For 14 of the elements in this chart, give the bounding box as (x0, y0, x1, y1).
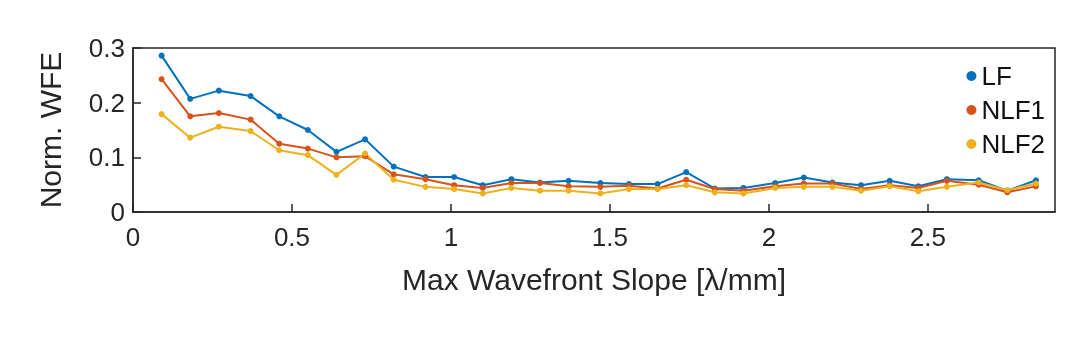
x-tick-label: 2 (761, 222, 777, 252)
x-tick-label: 1.5 (591, 222, 628, 252)
x-tick-label: 2.5 (909, 222, 946, 252)
legend-label: NLF1 (981, 95, 1045, 125)
legend-label: NLF2 (981, 129, 1045, 159)
y-tick-label: 0.2 (88, 87, 125, 118)
x-tick-label: 0.5 (273, 222, 311, 252)
y-tick-label: 0.1 (88, 142, 125, 173)
x-axis-title: Max Wavefront Slope [λ/mm] (402, 262, 786, 296)
y-axis-title: Norm. WFE (33, 51, 67, 209)
x-tick-label: 1 (443, 222, 459, 252)
y-tick-label: 0 (110, 197, 125, 227)
y-tick-label: 0.3 (88, 33, 125, 63)
legend-label: LF (981, 61, 1012, 91)
